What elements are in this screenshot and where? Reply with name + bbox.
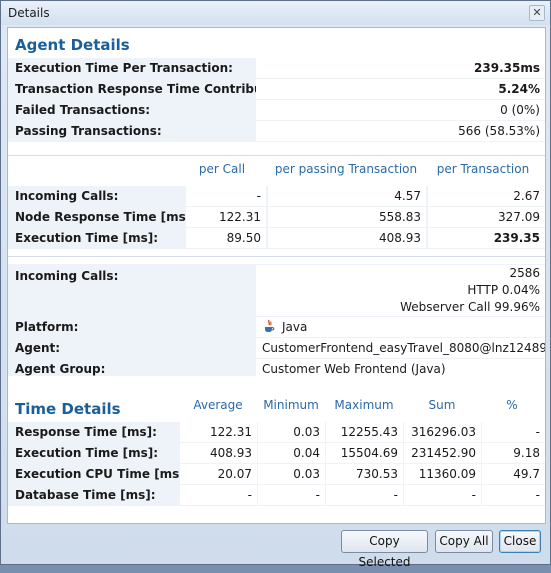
incoming-calls-total: 2586 <box>509 266 540 280</box>
agent-group-label: Agent Group: <box>15 362 106 376</box>
time-column-header: Average <box>193 398 243 412</box>
platform-text: Java <box>282 320 308 334</box>
close-button[interactable]: Close <box>499 530 541 553</box>
time-value[interactable]: 122.31 <box>180 422 257 442</box>
summary-value[interactable]: 566 (58.53%) <box>256 121 545 141</box>
time-details-heading: Time Details <box>15 400 121 418</box>
summary-value[interactable]: 0 (0%) <box>256 100 545 120</box>
time-column-header: % <box>506 398 518 412</box>
metrics-label: Execution Time [ms]: <box>15 231 159 245</box>
time-value[interactable]: 20.07 <box>180 464 257 484</box>
summary-label: Transaction Response Time Contribution: <box>15 82 294 96</box>
time-value[interactable]: 0.03 <box>258 464 325 484</box>
metrics-value[interactable]: 327.09 <box>428 207 545 227</box>
time-label: Execution Time [ms]: <box>15 446 159 460</box>
time-value[interactable]: 730.53 <box>326 464 403 484</box>
metrics-value[interactable]: 4.57 <box>268 186 426 206</box>
platform-value[interactable]: Java <box>256 317 545 337</box>
time-value[interactable]: - <box>326 485 403 505</box>
title-bar: Details ✕ <box>1 1 550 25</box>
metrics-value[interactable]: 239.35 <box>428 228 545 248</box>
time-value[interactable]: 9.18 <box>482 443 545 463</box>
column-header: per Transaction <box>436 162 530 176</box>
summary-value[interactable]: 5.24% <box>256 79 545 99</box>
summary-label: Passing Transactions: <box>15 124 162 138</box>
metrics-value[interactable]: 89.50 <box>186 228 266 248</box>
divider <box>8 155 545 156</box>
summary-label: Failed Transactions: <box>15 103 151 117</box>
summary-label: Execution Time Per Transaction: <box>15 61 233 75</box>
incoming-calls-label: Incoming Calls: <box>15 269 119 283</box>
metrics-value[interactable]: 408.93 <box>268 228 426 248</box>
window-title: Details <box>8 6 50 20</box>
platform-label: Platform: <box>15 320 79 334</box>
time-label: Database Time [ms]: <box>15 488 156 502</box>
java-icon <box>265 319 275 332</box>
time-value[interactable]: - <box>404 485 481 505</box>
time-label: Response Time [ms]: <box>15 425 157 439</box>
incoming-calls-webserver: Webserver Call 99.96% <box>400 300 540 314</box>
close-icon[interactable]: ✕ <box>529 5 545 21</box>
time-value[interactable]: 49.7 <box>482 464 545 484</box>
metrics-label: Incoming Calls: <box>15 189 119 203</box>
agent-value[interactable]: CustomerFrontend_easyTravel_8080@lnz1248… <box>256 338 545 358</box>
time-label: Execution CPU Time [ms]: <box>15 467 190 481</box>
time-value[interactable]: 316296.03 <box>404 422 481 442</box>
divider <box>8 256 545 257</box>
metrics-label: Node Response Time [ms]: <box>15 210 197 224</box>
agent-label: Agent: <box>15 341 61 355</box>
incoming-calls-http: HTTP 0.04% <box>467 283 540 297</box>
details-panel: Agent Details Execution Time Per Transac… <box>7 27 546 524</box>
metrics-value[interactable]: - <box>186 186 266 206</box>
time-column-header: Minimum <box>263 398 319 412</box>
time-column-header: Maximum <box>334 398 394 412</box>
metrics-value[interactable]: 2.67 <box>428 186 545 206</box>
time-value[interactable]: - <box>482 422 545 442</box>
time-column-header: Sum <box>428 398 456 412</box>
time-value[interactable]: 0.04 <box>258 443 325 463</box>
time-value[interactable]: - <box>180 485 257 505</box>
metrics-value[interactable]: 122.31 <box>186 207 266 227</box>
column-header: per Call <box>198 162 246 176</box>
time-value[interactable]: - <box>258 485 325 505</box>
metrics-value[interactable]: 558.83 <box>268 207 426 227</box>
time-value[interactable]: 15504.69 <box>326 443 403 463</box>
agent-group-value[interactable]: Customer Web Frontend (Java) <box>256 359 545 379</box>
agent-details-heading: Agent Details <box>15 36 130 54</box>
time-value[interactable]: 0.03 <box>258 422 325 442</box>
time-value[interactable]: - <box>482 485 545 505</box>
copy-selected-button[interactable]: Copy Selected <box>341 530 428 569</box>
time-value[interactable]: 408.93 <box>180 443 257 463</box>
time-value[interactable]: 12255.43 <box>326 422 403 442</box>
summary-value[interactable]: 239.35ms <box>256 58 545 78</box>
time-value[interactable]: 11360.09 <box>404 464 481 484</box>
incoming-calls-value[interactable]: 2586 HTTP 0.04% Webserver Call 99.96% <box>256 265 545 316</box>
column-header: per passing Transaction <box>274 162 418 176</box>
copy-all-button[interactable]: Copy All <box>435 530 493 553</box>
time-value[interactable]: 231452.90 <box>404 443 481 463</box>
